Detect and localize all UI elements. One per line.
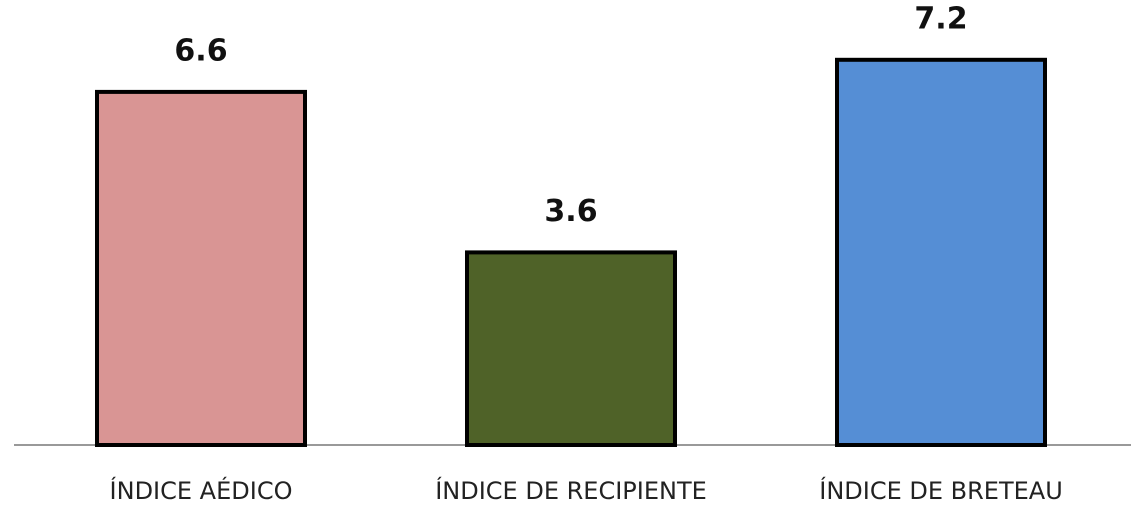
bar <box>95 89 307 448</box>
x-tick-label: ÍNDICE AÉDICO <box>110 476 293 505</box>
bar <box>835 57 1047 448</box>
bar <box>465 250 677 447</box>
value-label: 7.2 <box>914 1 967 36</box>
value-label: 3.6 <box>544 194 597 229</box>
value-label: 6.6 <box>174 33 227 68</box>
x-tick-label: ÍNDICE DE RECIPIENTE <box>435 476 707 505</box>
x-tick-label: ÍNDICE DE BRETEAU <box>819 476 1063 505</box>
